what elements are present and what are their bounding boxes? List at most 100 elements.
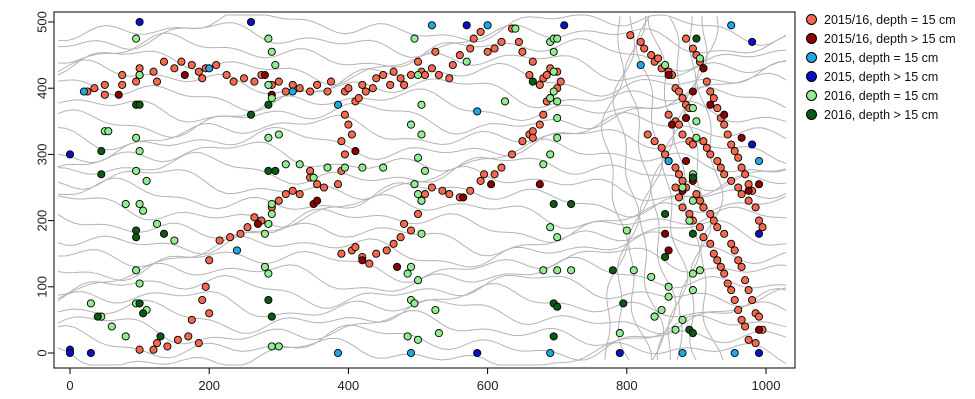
data-point — [751, 203, 760, 212]
data-point — [674, 87, 684, 96]
data-point — [546, 223, 555, 232]
data-point — [734, 256, 743, 265]
data-point — [180, 70, 189, 80]
legend-item: 2016, depth = 15 cm — [806, 86, 956, 105]
y-tick-label: 400 — [35, 77, 50, 99]
data-point — [382, 246, 391, 255]
plot-frame — [53, 11, 796, 369]
data-point — [709, 216, 718, 225]
data-point — [267, 94, 276, 103]
data-point — [152, 339, 162, 348]
data-point — [413, 209, 423, 219]
data-point — [264, 34, 273, 43]
contour-line — [57, 247, 787, 283]
data-point — [86, 299, 95, 308]
data-point — [685, 209, 694, 219]
data-point — [413, 57, 423, 66]
data-point — [650, 312, 659, 321]
data-point — [93, 312, 102, 321]
data-point — [403, 269, 412, 278]
data-point — [553, 113, 562, 123]
data-point — [121, 199, 130, 209]
data-point — [135, 64, 144, 73]
data-point — [288, 186, 297, 195]
data-point — [420, 166, 430, 175]
data-point — [699, 137, 708, 146]
data-point — [121, 332, 130, 341]
contour-line — [57, 165, 787, 201]
contour-line — [684, 15, 712, 361]
data-point — [135, 199, 144, 209]
data-point — [664, 70, 673, 80]
data-point — [264, 166, 273, 175]
data-point — [323, 163, 332, 172]
data-point — [159, 57, 169, 66]
data-point — [445, 74, 454, 83]
data-point — [400, 219, 409, 228]
data-point — [326, 77, 336, 86]
data-point — [483, 21, 492, 30]
data-point — [264, 219, 273, 228]
data-point — [222, 70, 231, 80]
data-point — [389, 67, 398, 76]
data-point — [417, 130, 426, 139]
data-point — [528, 77, 537, 86]
data-point — [688, 140, 697, 149]
data-point — [720, 229, 729, 238]
contour-line — [58, 22, 787, 58]
data-point — [97, 170, 106, 179]
data-point — [706, 209, 715, 219]
data-point — [553, 302, 562, 311]
data-point — [741, 170, 750, 179]
data-point — [567, 199, 576, 209]
data-point — [727, 140, 736, 149]
data-point — [702, 77, 711, 86]
data-point — [695, 54, 704, 63]
data-point — [104, 127, 113, 136]
data-point — [688, 44, 697, 53]
data-point — [406, 70, 416, 80]
data-point — [681, 113, 691, 123]
data-point — [528, 127, 537, 136]
data-point — [622, 226, 631, 235]
data-point — [674, 193, 684, 202]
data-point — [744, 186, 753, 195]
data-point — [688, 329, 697, 338]
legend-label: 2015/16, depth = 15 cm — [824, 12, 956, 27]
data-point — [323, 87, 332, 96]
data-point — [260, 70, 269, 80]
data-point — [427, 21, 436, 30]
data-point — [626, 31, 635, 40]
legend-label: 2015/16, depth > 15 cm — [824, 31, 956, 46]
data-point — [664, 292, 673, 301]
data-point — [132, 133, 141, 142]
data-point — [661, 150, 670, 159]
data-point — [727, 286, 736, 295]
data-point — [250, 213, 259, 222]
data-point — [434, 329, 443, 338]
data-point — [678, 315, 687, 324]
data-point — [97, 147, 106, 156]
data-point — [187, 60, 196, 70]
data-point — [539, 266, 548, 275]
contour-line — [57, 220, 787, 257]
data-point — [640, 44, 649, 53]
data-point — [264, 100, 273, 109]
data-point — [135, 17, 144, 27]
data-point — [340, 110, 349, 119]
data-point — [333, 348, 343, 358]
data-point — [525, 70, 534, 80]
data-point — [706, 150, 715, 159]
contour-line — [612, 15, 640, 361]
data-point — [727, 239, 736, 248]
data-point — [608, 266, 617, 275]
data-point — [65, 150, 75, 159]
data-point — [615, 329, 624, 338]
data-point — [413, 276, 423, 285]
data-point — [661, 60, 670, 70]
data-point — [149, 345, 158, 354]
data-point — [741, 276, 750, 285]
data-point — [553, 97, 562, 106]
data-point — [730, 147, 739, 156]
data-point — [754, 156, 764, 166]
